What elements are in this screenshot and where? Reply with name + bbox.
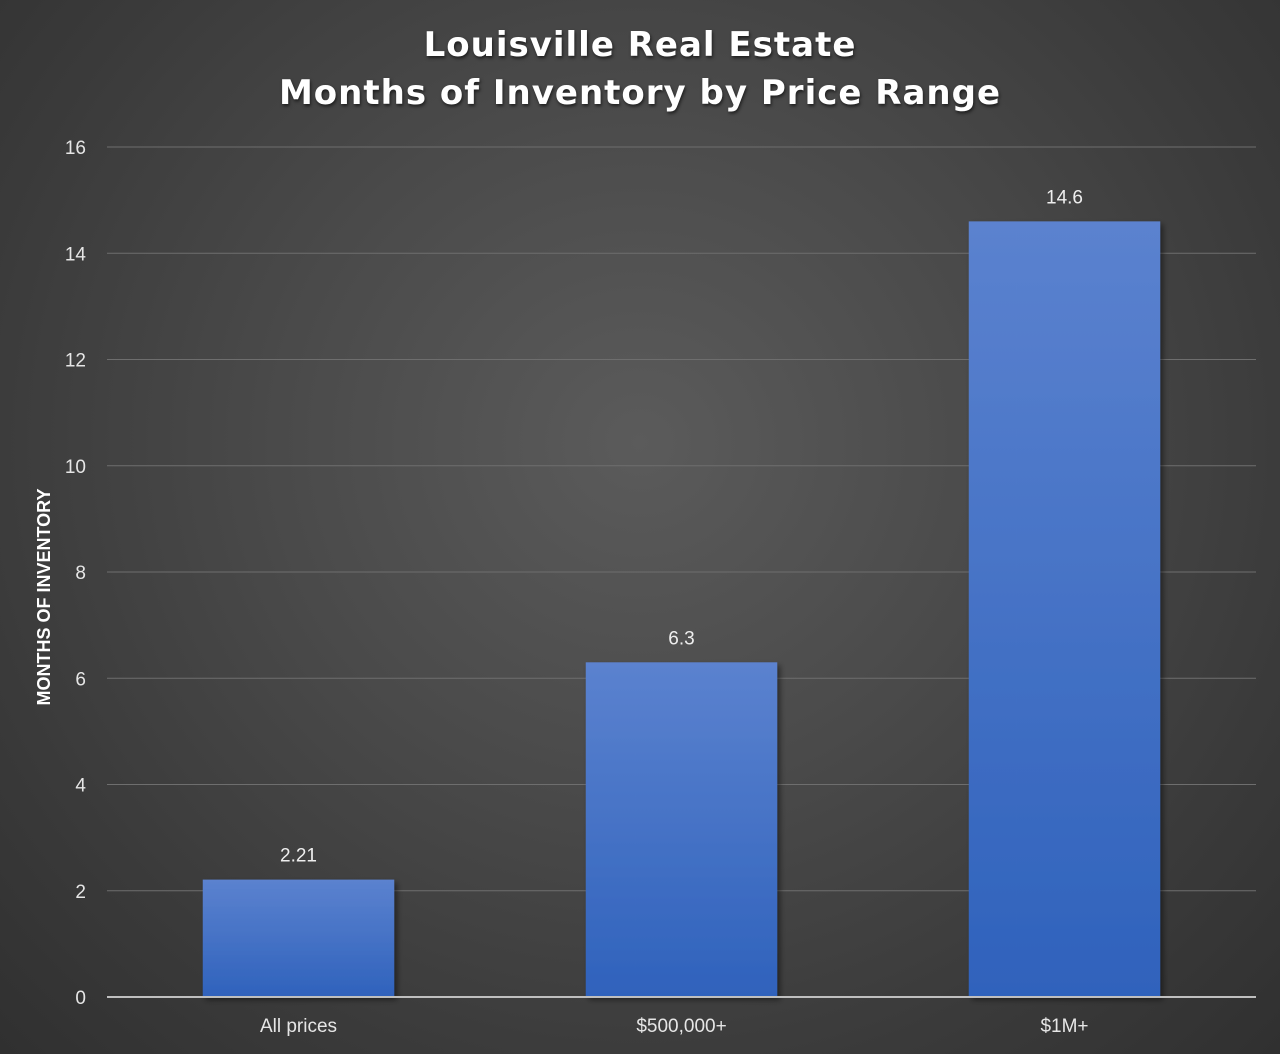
- bars: [202, 221, 1161, 997]
- data-label: 2.21: [280, 846, 317, 867]
- chart-title-line-1: Louisville Real Estate: [423, 25, 857, 65]
- y-tick-label: 12: [65, 351, 86, 372]
- data-label: 14.6: [1046, 187, 1083, 208]
- y-tick-label: 0: [75, 988, 86, 1009]
- y-tick-label: 6: [75, 669, 86, 690]
- bar: [202, 879, 395, 997]
- y-tick-label: 16: [65, 138, 86, 159]
- x-tick-label: $1M+: [1040, 1016, 1088, 1037]
- x-axis-ticks: All prices $500,000+ $1M+: [260, 1016, 1089, 1037]
- data-labels: 2.21 6.3 14.6: [280, 187, 1083, 866]
- y-tick-label: 8: [75, 563, 86, 584]
- y-tick-label: 2: [75, 882, 86, 903]
- bar: [585, 662, 778, 997]
- x-tick-label: All prices: [260, 1016, 337, 1037]
- y-tick-label: 10: [65, 457, 86, 478]
- y-axis-title: MONTHS OF INVENTORY: [34, 488, 54, 705]
- data-label: 6.3: [668, 628, 694, 649]
- chart-title-line-2: Months of Inventory by Price Range: [278, 73, 1002, 113]
- y-axis-ticks: 0 2 4 6 8 10 12 14 16: [65, 138, 87, 1009]
- x-tick-label: $500,000+: [636, 1016, 726, 1037]
- bar: [968, 221, 1161, 997]
- y-tick-label: 14: [65, 244, 87, 265]
- y-tick-label: 4: [75, 776, 86, 797]
